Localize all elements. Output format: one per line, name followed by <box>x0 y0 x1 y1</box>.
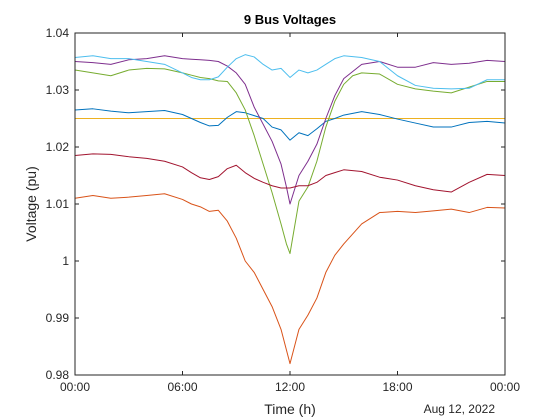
x-tick-label: 00:00 <box>60 380 90 394</box>
series-line-8 <box>74 153 506 193</box>
x-axis-title: Time (h) <box>264 401 316 417</box>
y-tick-label: 1.02 <box>46 140 70 154</box>
series-line-7 <box>74 54 505 90</box>
y-tick-label: 0.98 <box>46 368 70 382</box>
y-tick-label: 1 <box>62 254 69 268</box>
y-tick-label: 1.04 <box>46 26 70 40</box>
x-tick-label: 00:00 <box>490 380 520 394</box>
y-tick-label: 0.99 <box>46 311 70 325</box>
y-tick-label: 1.01 <box>46 197 70 211</box>
y-axis-title: Voltage (pu) <box>23 166 39 242</box>
series-line-4 <box>74 193 506 365</box>
x-tick-label: 12:00 <box>275 380 305 394</box>
x-tick-label: 06:00 <box>167 380 197 394</box>
series-layer <box>74 32 506 365</box>
y-tick-label: 1.03 <box>46 83 70 97</box>
ticks-layer: 00:00 06:00 12:00 18:00 00:000.980.9911.011.… <box>46 26 521 394</box>
chart-title: 9 Bus Voltages <box>244 12 336 27</box>
x-tick-label: 18:00 <box>382 380 412 394</box>
series-line-3 <box>74 108 506 141</box>
date-label: Aug 12, 2022 <box>424 402 496 416</box>
series-line-5 <box>74 55 506 205</box>
